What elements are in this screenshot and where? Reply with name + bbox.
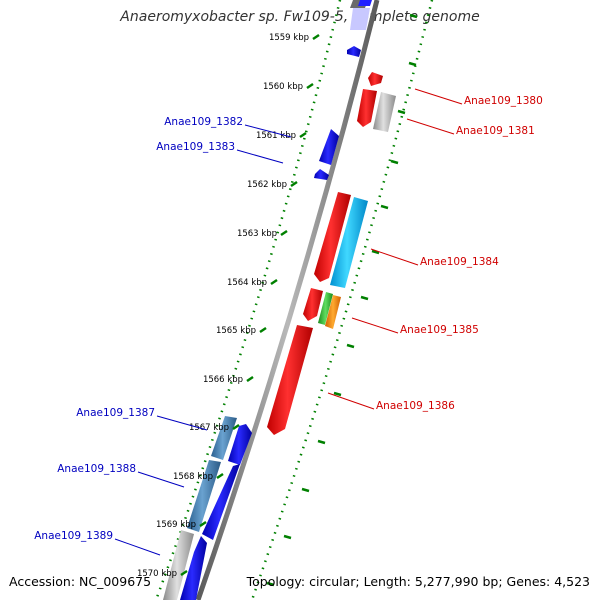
coordinate-label: 1566 kbp (203, 375, 243, 385)
coordinate-label: 1567 kbp (189, 423, 229, 433)
leader-line (244, 124, 292, 138)
inner-tick (232, 423, 240, 431)
gene-blue-1387 (228, 424, 252, 465)
gene-label[interactable]: Anae109_1382 (164, 116, 243, 128)
coordinate-label: 1568 kbp (173, 472, 213, 482)
inner-tick (199, 520, 207, 528)
outer-tick (409, 13, 418, 19)
accession-text: Accession: NC_009675 (9, 574, 152, 589)
gene-grey-1389 (163, 530, 194, 600)
outer-tick (317, 439, 326, 445)
gene-red-1380 (368, 72, 383, 86)
gene-label[interactable]: Anae109_1387 (76, 407, 155, 419)
outer-tick (408, 61, 417, 67)
gene-label[interactable]: Anae109_1389 (34, 530, 113, 542)
gene-top-lavender (350, 8, 370, 30)
gene-label[interactable]: Anae109_1385 (400, 324, 479, 336)
leader-line (236, 149, 284, 164)
outer-tick (397, 109, 406, 115)
leader-line (137, 471, 185, 488)
gene-cyan-1384 (330, 197, 368, 288)
coordinate-label: 1564 kbp (227, 278, 267, 288)
genome-backbone (195, 0, 380, 600)
outer-tick-marks (266, 13, 418, 587)
gene-orange-1385 (325, 295, 341, 329)
leader-line (370, 248, 419, 266)
inner-tick (216, 472, 224, 480)
outer-tick (301, 487, 310, 493)
inner-tick-marks (180, 33, 320, 577)
leader-line (351, 317, 399, 334)
coordinate-label: 1560 kbp (263, 82, 303, 92)
gene-grey-1381 (373, 92, 396, 132)
inner-tick (290, 180, 298, 188)
coordinate-label: 1569 kbp (156, 520, 196, 530)
leader-line (406, 118, 455, 135)
coordinate-label: 1562 kbp (247, 180, 287, 190)
gene-blue-1388 (202, 464, 240, 540)
gene-green-1385 (318, 292, 333, 325)
leader-line (114, 538, 161, 556)
inner-tick (180, 569, 188, 577)
inner-tick (299, 131, 307, 139)
gene-steel-1387 (211, 416, 237, 460)
coordinate-label: 1561 kbp (256, 131, 296, 141)
gene-label[interactable]: Anae109_1381 (456, 125, 535, 137)
outer-tick (266, 581, 275, 587)
outer-tick (360, 295, 369, 301)
gene-label[interactable]: Anae109_1380 (464, 95, 543, 107)
outer-tick (283, 534, 292, 540)
map-title: Anaeromyxobacter sp. Fw109-5, complete g… (120, 9, 480, 25)
label-leader-lines (114, 88, 463, 556)
gene-label[interactable]: Anae109_1386 (376, 400, 455, 412)
outer-tick (346, 343, 355, 349)
outer-tick (333, 391, 342, 397)
outer-tick (380, 204, 389, 210)
genome-summary: Topology: circular; Length: 5,277,990 bp… (246, 574, 590, 589)
inner-tick (259, 326, 267, 334)
inner-tick (270, 278, 278, 286)
coordinate-label: 1570 kbp (137, 569, 177, 579)
outer-tick (390, 159, 399, 165)
gene-blue-1559 (347, 46, 361, 57)
inner-tick (306, 82, 314, 90)
outer-tick (371, 249, 380, 255)
gene-blue-1383 (314, 169, 329, 180)
gene-blue-1382 (319, 129, 339, 165)
gene-label[interactable]: Anae109_1388 (57, 463, 136, 475)
gene-steel-1388 (187, 460, 221, 532)
gene-label[interactable]: Anae109_1383 (156, 141, 235, 153)
leader-line (156, 415, 208, 431)
gene-red-1381a (357, 89, 377, 127)
leader-line (414, 88, 463, 105)
inner-tick (246, 375, 254, 383)
coordinate-label: 1563 kbp (237, 229, 277, 239)
coordinate-label: 1565 kbp (216, 326, 256, 336)
gene-label[interactable]: Anae109_1384 (420, 256, 499, 268)
gene-blue-1389 (180, 536, 207, 600)
inner-tick (280, 229, 288, 237)
gene-labels: Anae109_1382 Anae109_1383 Anae109_1387 Anae… (34, 95, 543, 542)
leader-line (327, 392, 375, 410)
gene-red-1386 (267, 325, 313, 435)
inner-tick (312, 33, 320, 41)
coordinate-label: 1559 kbp (269, 33, 309, 43)
gene-red-1384 (314, 192, 351, 282)
gene-red-1385 (303, 288, 323, 321)
gene-top-blue (358, 0, 372, 6)
coordinate-labels: 1559 kbp 1560 kbp 1561 kbp 1562 kbp 1563 kbp… (137, 33, 309, 579)
